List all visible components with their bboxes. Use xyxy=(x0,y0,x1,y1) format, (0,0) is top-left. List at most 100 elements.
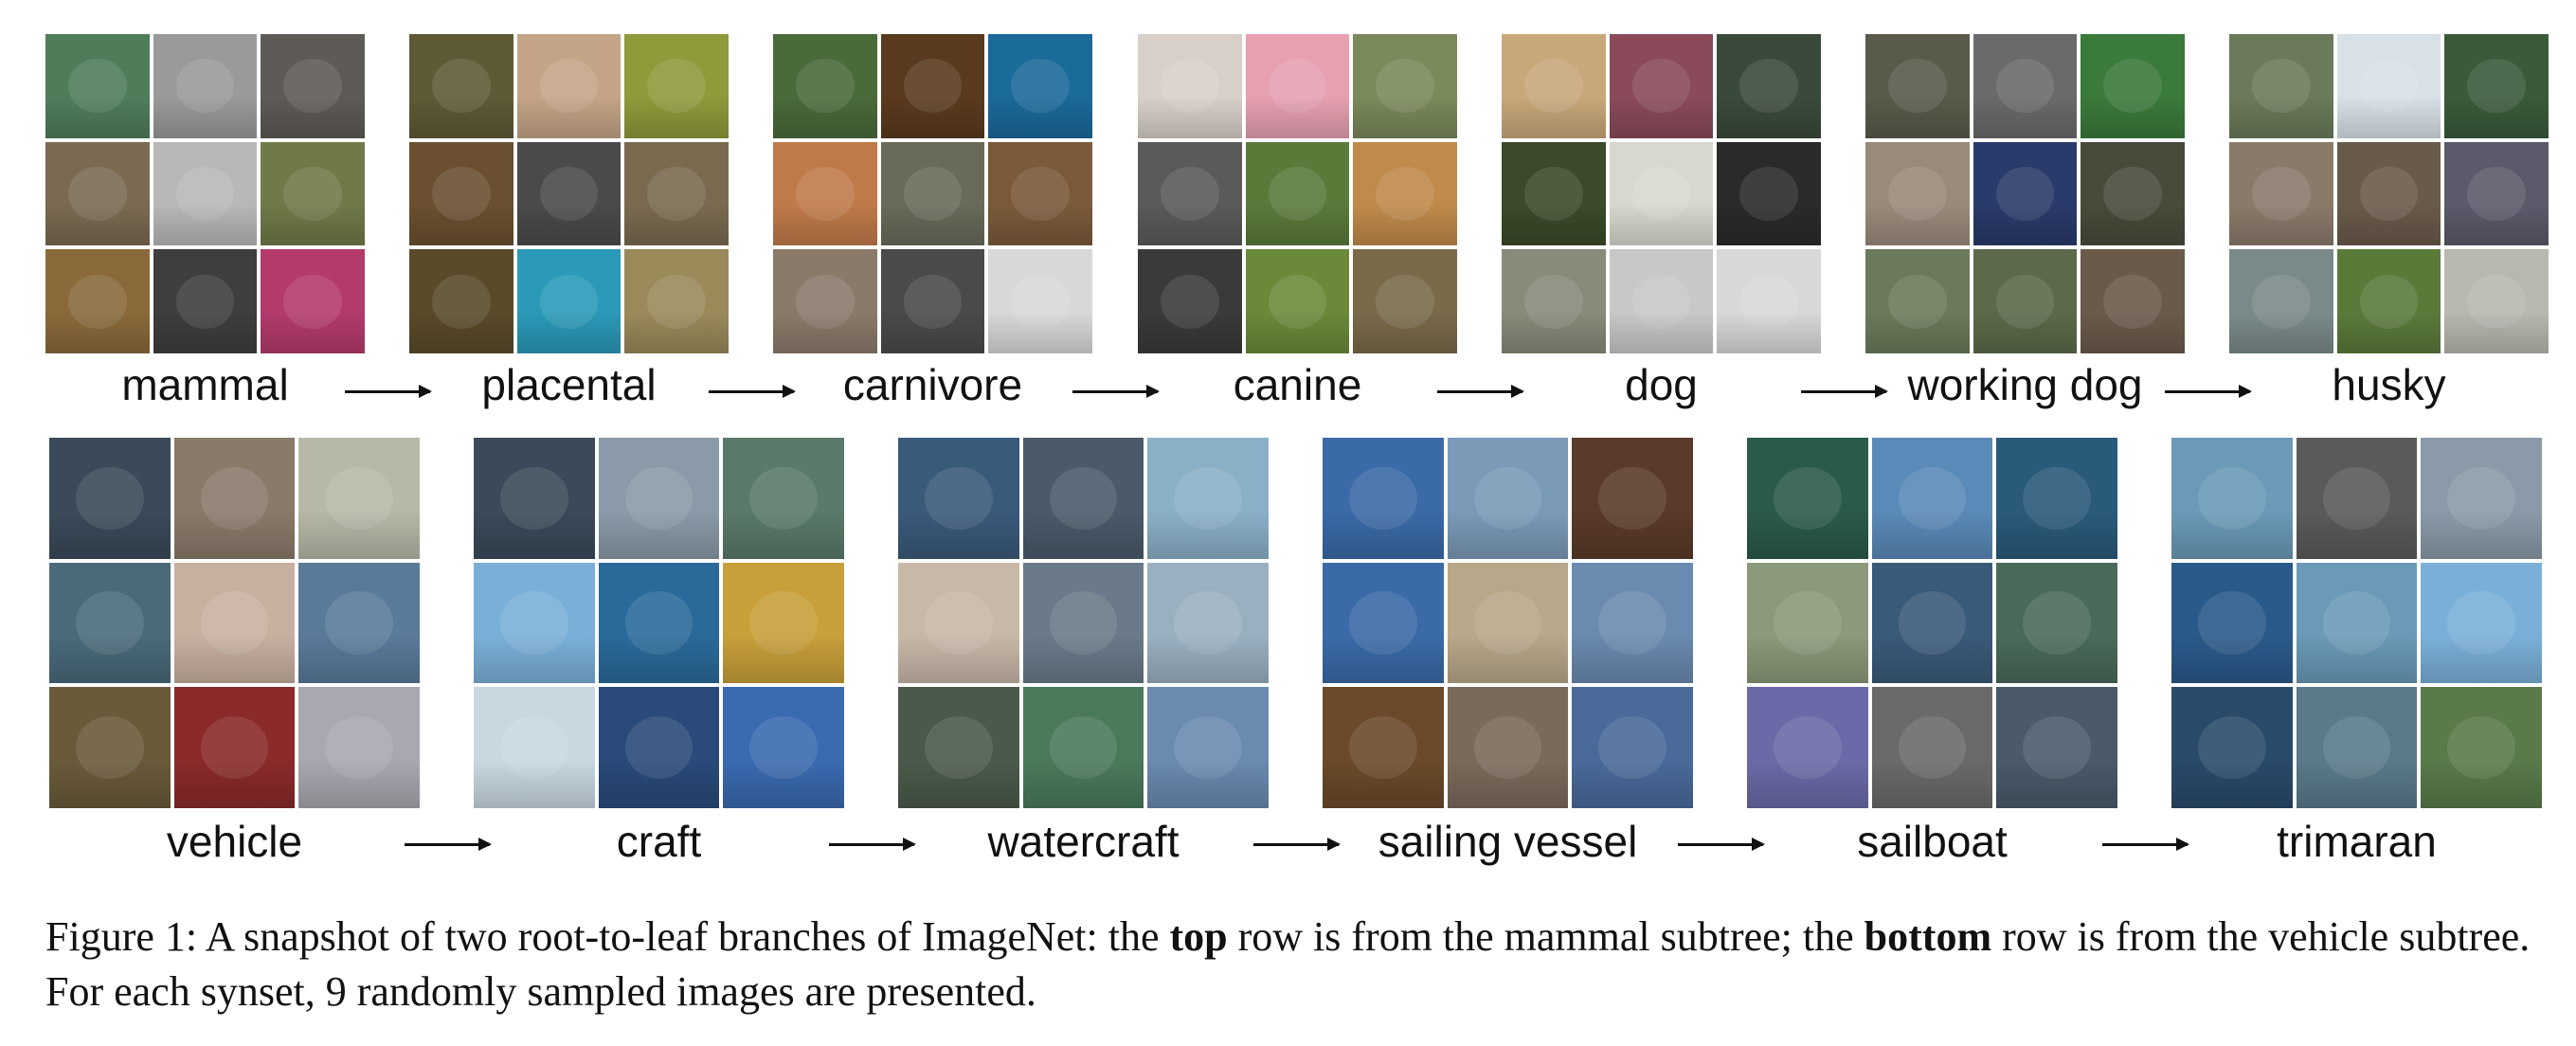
image-grid-husky xyxy=(2229,34,2549,353)
sample-image xyxy=(173,687,296,808)
sample-image xyxy=(898,562,1019,684)
sample-image xyxy=(1996,562,2117,684)
sample-image xyxy=(1138,249,1242,353)
sample-image xyxy=(1865,34,1970,138)
sample-image xyxy=(1447,687,1569,808)
sample-image xyxy=(1717,141,1821,246)
synset-label-mammal: mammal xyxy=(121,360,289,409)
caption-text-3: row is from the vehicle subtree. For eac… xyxy=(45,913,2531,1015)
sample-image xyxy=(898,438,1019,559)
caption-text-1: A snapshot of two root-to-leaf branches … xyxy=(197,913,1170,960)
sample-image xyxy=(474,438,595,559)
sample-image xyxy=(880,249,985,353)
sample-image xyxy=(49,562,171,684)
sample-image xyxy=(1609,141,1714,246)
synset-label-placental: placental xyxy=(481,360,657,409)
image-grid-working-dog xyxy=(1865,34,2185,353)
sample-image xyxy=(2081,249,2185,353)
arrow-icon xyxy=(1252,838,1341,851)
sample-image xyxy=(2421,562,2542,684)
sample-image xyxy=(409,249,513,353)
sample-image xyxy=(723,438,844,559)
sample-image xyxy=(988,141,1092,246)
sample-image xyxy=(1996,438,2117,559)
sample-image xyxy=(723,687,844,808)
sample-image xyxy=(898,687,1019,808)
sample-image xyxy=(49,438,171,559)
sample-image xyxy=(2444,141,2549,246)
sample-image xyxy=(1323,438,1444,559)
sample-image xyxy=(1353,249,1457,353)
sample-image xyxy=(1447,562,1569,684)
caption-text-2: row is from the mammal subtree; the xyxy=(1227,913,1864,960)
sample-image xyxy=(1245,34,1350,138)
caption-bold-top: top xyxy=(1169,913,1228,960)
sample-image xyxy=(1747,438,1868,559)
sample-image xyxy=(474,562,595,684)
sample-image xyxy=(2444,249,2549,353)
synset-label-working-dog: working dog xyxy=(1907,360,2143,409)
caption-bold-bottom: bottom xyxy=(1864,913,1992,960)
sample-image xyxy=(2336,249,2441,353)
sample-image xyxy=(1973,249,2078,353)
synset-label-craft: craft xyxy=(616,817,702,866)
bottom-branch-row: vehicle craft watercraft sailing vessel sail… xyxy=(0,417,2576,881)
image-grid-sailing-vessel xyxy=(1323,438,1693,808)
sample-image xyxy=(261,34,365,138)
sample-image xyxy=(723,562,844,684)
sample-image xyxy=(1871,438,1993,559)
sample-image xyxy=(261,141,365,246)
sample-image xyxy=(1138,34,1242,138)
sample-image xyxy=(880,141,985,246)
sample-image xyxy=(598,438,720,559)
sample-image xyxy=(409,34,513,138)
sample-image xyxy=(49,687,171,808)
sample-image xyxy=(516,249,621,353)
synset-label-sailboat: sailboat xyxy=(1857,817,2008,866)
image-grid-sailboat xyxy=(1747,438,2117,808)
arrow-icon xyxy=(828,838,916,851)
sample-image xyxy=(1147,562,1269,684)
sample-image xyxy=(1353,34,1457,138)
sample-image xyxy=(474,687,595,808)
sample-image xyxy=(1022,438,1144,559)
arrow-icon xyxy=(1800,385,1888,398)
top-branch-row: mammal placental carnivore canine dog working… xyxy=(0,0,2576,417)
image-grid-placental xyxy=(409,34,729,353)
sample-image xyxy=(1138,141,1242,246)
sample-image xyxy=(598,687,720,808)
sample-image xyxy=(261,249,365,353)
sample-image xyxy=(1447,438,1569,559)
sample-image xyxy=(409,141,513,246)
sample-image xyxy=(2229,34,2333,138)
arrow-icon xyxy=(1677,838,1765,851)
arrow-icon xyxy=(404,838,492,851)
sample-image xyxy=(1717,249,1821,353)
synset-label-watercraft: watercraft xyxy=(987,817,1180,866)
sample-image xyxy=(298,562,420,684)
image-grid-canine xyxy=(1138,34,1457,353)
sample-image xyxy=(880,34,985,138)
sample-image xyxy=(45,34,150,138)
image-grid-mammal xyxy=(45,34,365,353)
sample-image xyxy=(773,34,877,138)
arrow-icon xyxy=(2164,385,2252,398)
sample-image xyxy=(1973,34,2078,138)
synset-label-canine: canine xyxy=(1233,360,1362,409)
sample-image xyxy=(516,141,621,246)
sample-image xyxy=(1973,141,2078,246)
sample-image xyxy=(2296,562,2418,684)
sample-image xyxy=(1865,249,1970,353)
sample-image xyxy=(624,141,729,246)
sample-image xyxy=(2336,34,2441,138)
sample-image xyxy=(624,34,729,138)
image-grid-trimaran xyxy=(2171,438,2542,808)
arrow-icon xyxy=(2101,838,2189,851)
sample-image xyxy=(298,438,420,559)
arrow-icon xyxy=(344,385,432,398)
sample-image xyxy=(1323,687,1444,808)
sample-image xyxy=(1022,562,1144,684)
sample-image xyxy=(2296,438,2418,559)
sample-image xyxy=(1245,141,1350,246)
sample-image xyxy=(153,141,258,246)
